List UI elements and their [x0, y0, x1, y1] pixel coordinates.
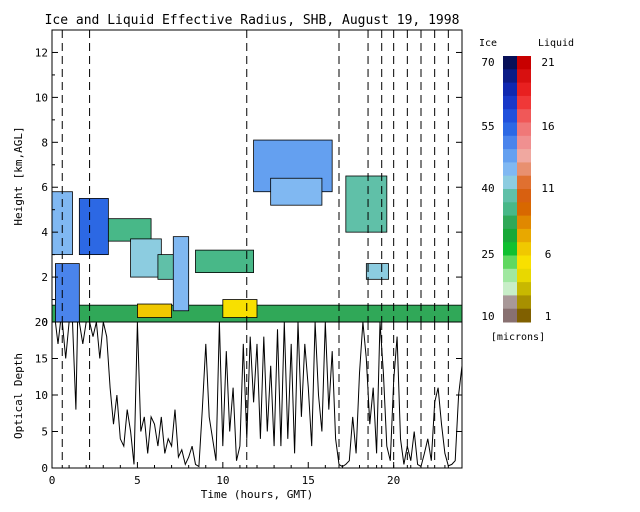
- ice-scale-label: Ice: [479, 38, 497, 49]
- ice-tick-2: 40: [481, 182, 494, 195]
- ice-swatch-11: [503, 202, 517, 217]
- ice-swatch-18: [503, 295, 517, 310]
- liquid-swatch-14: [517, 242, 531, 256]
- ice-swatch-1: [503, 69, 517, 84]
- ice-swatch-6: [503, 135, 517, 150]
- height-tick-label-12: 12: [35, 46, 48, 59]
- liquid-swatch-18: [517, 295, 531, 310]
- ice-swatch-2: [503, 82, 517, 97]
- dashed-time-markers: [61, 30, 449, 322]
- liquid-tick-3: 6: [545, 248, 552, 261]
- color-scale-legend: Ice Liquid 70 55 40 25 10 21 16 11 6 1 [microns]: [479, 38, 574, 343]
- height-tick-label-8: 8: [41, 136, 48, 149]
- od-tick-label-20: 20: [35, 316, 48, 329]
- liquid-swatch-16: [517, 268, 531, 283]
- radius-heatmap-panel: 0 2 4 6 8 10 12 Height [km,AGL]: [12, 29, 463, 329]
- cloud-region-4: [107, 218, 152, 242]
- time-axis-label: Time (hours, GMT): [201, 488, 314, 501]
- ice-swatch-7: [503, 149, 517, 163]
- height-tick-label-6: 6: [41, 181, 48, 194]
- ice-tick-3: 25: [481, 248, 494, 261]
- optical-depth-axis-ticks: 0 5 10 15 20: [35, 316, 462, 475]
- liquid-tick-1: 16: [541, 120, 554, 133]
- cloud-region-7: [172, 236, 190, 312]
- liquid-swatch-6: [517, 135, 531, 150]
- liquid-swatch-12: [517, 215, 531, 230]
- liquid-swatch-5: [517, 122, 531, 137]
- time-tick-label-5: 5: [134, 474, 141, 487]
- ice-swatch-15: [503, 255, 517, 270]
- ice-swatch-19: [503, 308, 517, 323]
- cloud-region-14: [222, 299, 258, 318]
- optical-depth-series-line: [52, 321, 463, 468]
- cloud-region-1: [55, 263, 80, 323]
- liquid-tick-4: 1: [545, 310, 552, 323]
- ice-swatch-0: [503, 56, 517, 70]
- ice-tick-1: 55: [481, 120, 494, 133]
- liquid-swatch-15: [517, 255, 531, 270]
- ice-swatch-8: [503, 162, 517, 177]
- od-tick-label-0: 0: [41, 462, 48, 475]
- liquid-tick-0: 21: [541, 56, 554, 69]
- liquid-swatch-2: [517, 82, 531, 97]
- cloud-region-13: [137, 303, 172, 318]
- ice-swatch-13: [503, 228, 517, 243]
- ice-tick-4: 10: [481, 310, 494, 323]
- ice-swatch-17: [503, 282, 517, 296]
- time-tick-label-0: 0: [49, 474, 56, 487]
- height-tick-label-4: 4: [41, 226, 48, 239]
- chart-title: Ice and Liquid Effective Radius, SHB, Au…: [45, 13, 460, 28]
- time-tick-label-15: 15: [302, 474, 315, 487]
- cloud-region-8: [195, 249, 254, 273]
- liquid-swatch-8: [517, 162, 531, 177]
- liquid-tick-2: 11: [541, 182, 554, 195]
- cloud-region-11: [345, 175, 388, 233]
- ice-color-swatches: [503, 56, 517, 323]
- optical-depth-axis-label: Optical Depth: [12, 353, 25, 439]
- liquid-swatch-3: [517, 95, 531, 110]
- time-tick-label-10: 10: [216, 474, 229, 487]
- ice-swatch-10: [503, 189, 517, 203]
- ice-swatch-9: [503, 175, 517, 190]
- liquid-swatch-0: [517, 56, 531, 70]
- height-tick-label-0: 0: [41, 316, 48, 329]
- ice-swatch-14: [503, 242, 517, 256]
- liquid-swatch-17: [517, 282, 531, 296]
- liquid-swatch-1: [517, 69, 531, 84]
- cloud-region-10: [270, 177, 323, 206]
- liquid-swatch-19: [517, 308, 531, 323]
- ice-swatch-16: [503, 268, 517, 283]
- ice-swatch-5: [503, 122, 517, 137]
- cloud-region-5: [130, 238, 162, 278]
- liquid-swatch-11: [517, 202, 531, 217]
- ice-swatch-4: [503, 109, 517, 123]
- cloud-region-3: [78, 198, 109, 256]
- liquid-swatch-9: [517, 175, 531, 190]
- height-tick-label-2: 2: [41, 271, 48, 284]
- liquid-swatch-10: [517, 189, 531, 203]
- color-scale-ticks: 70 55 40 25 10 21 16 11 6 1: [481, 56, 554, 323]
- ice-tick-0: 70: [481, 56, 494, 69]
- ice-swatch-3: [503, 95, 517, 110]
- height-tick-label-10: 10: [35, 91, 48, 104]
- time-tick-label-20: 20: [387, 474, 400, 487]
- cloud-region-6: [157, 254, 176, 280]
- liquid-swatch-4: [517, 109, 531, 123]
- time-axis-ticks: 0 5 10 15 20: [49, 462, 446, 487]
- liquid-swatch-13: [517, 228, 531, 243]
- cloud-region-12: [365, 263, 389, 280]
- od-tick-label-10: 10: [35, 389, 48, 402]
- ice-swatch-12: [503, 215, 517, 230]
- liquid-swatch-7: [517, 149, 531, 163]
- liquid-color-swatches: [517, 56, 531, 323]
- height-axis-label: Height [km,AGL]: [12, 126, 25, 225]
- units-label: [microns]: [491, 332, 545, 343]
- od-tick-label-15: 15: [35, 353, 48, 366]
- liquid-scale-label: Liquid: [538, 38, 574, 49]
- od-tick-label-5: 5: [41, 426, 48, 439]
- optical-depth-panel: 0 5 10 15 20 0 5 10 15 20 Optical Depth Time (ho…: [12, 316, 463, 501]
